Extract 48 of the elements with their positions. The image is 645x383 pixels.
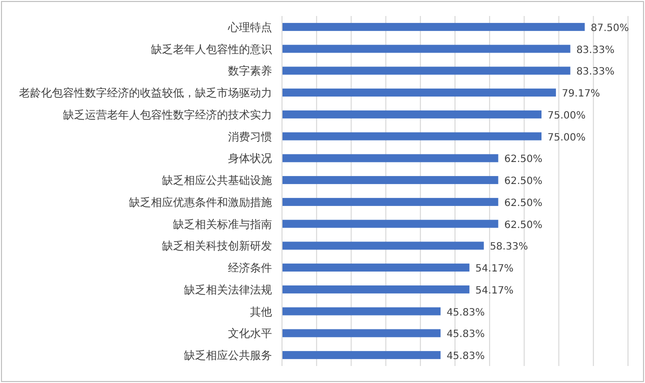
bar [282,22,585,31]
bar [282,154,498,162]
data-label: 58.33% [490,242,528,253]
y-tick-label: 缺乏相关法律法规 [184,283,272,296]
bar [282,351,441,360]
bar [282,285,470,294]
y-tick-label: 缺乏相应公共服务 [184,349,272,362]
data-label: 62.50% [504,176,542,188]
y-tick-label: 缺乏老年人包容性的意识 [151,42,272,56]
data-label: 79.17% [562,88,600,100]
y-tick-label: 身体状况 [228,152,272,166]
bar [282,110,542,118]
y-tick-label: 经济条件 [228,262,272,275]
data-label: 62.50% [504,154,542,166]
y-tick-label: 文化水平 [228,327,272,340]
data-label: 54.17% [475,285,514,296]
bar [282,242,484,250]
y-tick-label: 消费习惯 [228,130,272,144]
bar [282,307,441,316]
data-label: 54.17% [475,264,514,275]
bar [282,220,498,228]
bar [282,88,556,97]
data-label: 87.50% [590,22,629,34]
data-label: 62.50% [504,220,542,231]
y-tick-label: 其他 [250,305,272,318]
y-tick-label: 老龄化包容性数字经济的收益较低，缺乏市场驱动力 [19,86,272,100]
y-tick-label: 心理特点 [227,20,272,34]
y-tick-label: 缺乏相应优惠条件和激励措施 [129,196,272,209]
y-tick-label: 缺乏相关科技创新研发 [162,240,272,253]
bar [282,198,498,206]
bar [282,132,542,140]
data-label: 75.00% [548,132,586,144]
bar [282,66,570,75]
data-label: 45.83% [446,329,485,340]
data-label: 45.83% [446,351,485,362]
y-tick-label: 缺乏运营老年人包容性数字经济的技术实力 [63,108,272,122]
y-tick-label: 缺乏相关标准与指南 [173,218,272,231]
data-label: 75.00% [548,110,586,122]
data-label: 45.83% [446,307,485,318]
bar [282,44,570,53]
bar [282,329,441,338]
data-label: 83.33% [576,66,614,78]
data-label: 62.50% [504,198,542,209]
y-tick-label: 缺乏相应公共基础设施 [162,174,272,188]
bar [282,264,470,272]
bar [282,176,498,184]
y-tick-label: 数字素养 [228,64,272,78]
data-label: 83.33% [576,44,614,56]
